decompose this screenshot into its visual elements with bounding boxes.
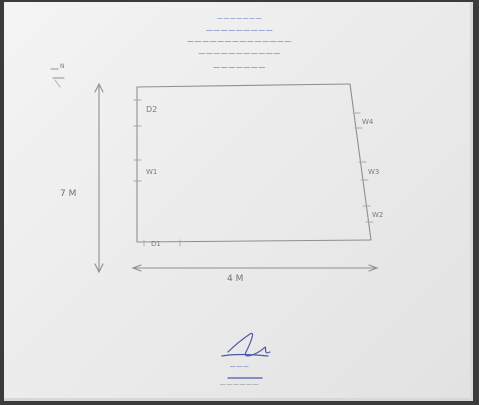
opening-marks [133, 99, 374, 247]
width-dimension-label: 4 M [227, 274, 244, 284]
header-line-5: ——————— [213, 63, 266, 71]
height-dimension-label: 7 M [60, 189, 77, 199]
north-arrow-icon [50, 68, 65, 88]
door-label-d1: D1 [151, 240, 161, 248]
window-label-w3: W3 [368, 168, 380, 176]
north-marker-label: N [60, 63, 65, 70]
header-line-1: ——————— [216, 15, 263, 22]
signature-designation: ——— [229, 363, 250, 370]
window-label-w2: W2 [372, 211, 384, 219]
header-line-3: —————————————— [187, 37, 292, 45]
paper-sheet [4, 2, 473, 401]
room-outline [136, 83, 372, 243]
width-dimension [131, 264, 379, 272]
window-label-w1: W1 [146, 168, 158, 176]
signature-scribble-icon [221, 332, 271, 379]
window-label-w4: W4 [362, 118, 374, 126]
header-line-2: ————————— [205, 26, 274, 34]
header-line-4: ——————————— [198, 49, 281, 57]
height-dimension [94, 82, 104, 274]
door-label-d2: D2 [146, 105, 158, 114]
signature-date-line: —————— [220, 381, 259, 388]
